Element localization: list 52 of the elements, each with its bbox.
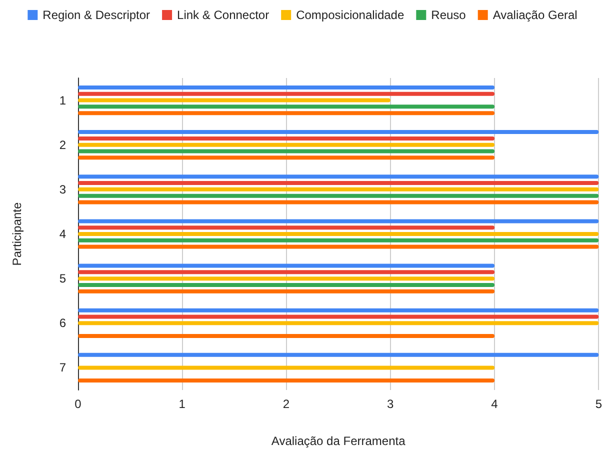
x-tick-label: 4 <box>491 397 498 411</box>
bar <box>78 149 495 154</box>
bar <box>78 92 495 96</box>
bar <box>78 308 599 312</box>
legend-label: Reuso <box>431 8 466 22</box>
bar <box>78 366 495 370</box>
y-tick-label: 3 <box>59 182 66 196</box>
y-tick-label: 2 <box>59 138 66 152</box>
bar <box>78 219 599 224</box>
bar <box>78 226 495 230</box>
bar <box>78 264 495 268</box>
legend-label: Composicionalidade <box>296 8 404 22</box>
legend-label: Link & Connector <box>177 8 270 22</box>
bar <box>78 142 495 147</box>
y-tick-label: 4 <box>59 227 66 241</box>
bar <box>78 270 495 274</box>
bar <box>78 187 599 192</box>
bar <box>78 334 495 338</box>
bar <box>78 85 495 90</box>
legend-label: Avaliação Geral <box>492 8 578 22</box>
bar <box>78 200 599 204</box>
y-axis-title: Participante <box>10 202 24 266</box>
bar <box>78 352 599 357</box>
bar <box>78 378 495 383</box>
bar <box>78 181 599 186</box>
bar <box>78 321 599 326</box>
bar <box>78 130 599 134</box>
x-tick-label: 5 <box>595 397 602 411</box>
y-tick-label: 1 <box>59 93 66 108</box>
bar <box>78 104 495 109</box>
bar <box>78 232 599 236</box>
x-tick-label: 0 <box>74 397 82 411</box>
bar <box>78 244 599 249</box>
x-tick-label: 1 <box>178 397 186 411</box>
bar <box>78 136 495 140</box>
bar <box>78 194 599 198</box>
x-axis-title: Avaliação da Ferramenta <box>271 434 406 448</box>
legend-label: Region & Descriptor <box>42 8 150 22</box>
bar <box>78 282 495 287</box>
y-tick-label: 5 <box>59 272 66 286</box>
x-tick-label: 3 <box>387 397 394 411</box>
y-tick-label: 6 <box>59 316 66 330</box>
bar <box>78 156 495 160</box>
bar <box>78 98 390 102</box>
bar <box>78 174 599 179</box>
bar <box>78 238 599 242</box>
bar <box>78 289 495 294</box>
y-tick-label: 7 <box>59 360 66 375</box>
bar <box>78 276 495 281</box>
x-tick-label: 2 <box>282 397 290 411</box>
bar <box>78 111 495 116</box>
bar <box>78 314 599 319</box>
